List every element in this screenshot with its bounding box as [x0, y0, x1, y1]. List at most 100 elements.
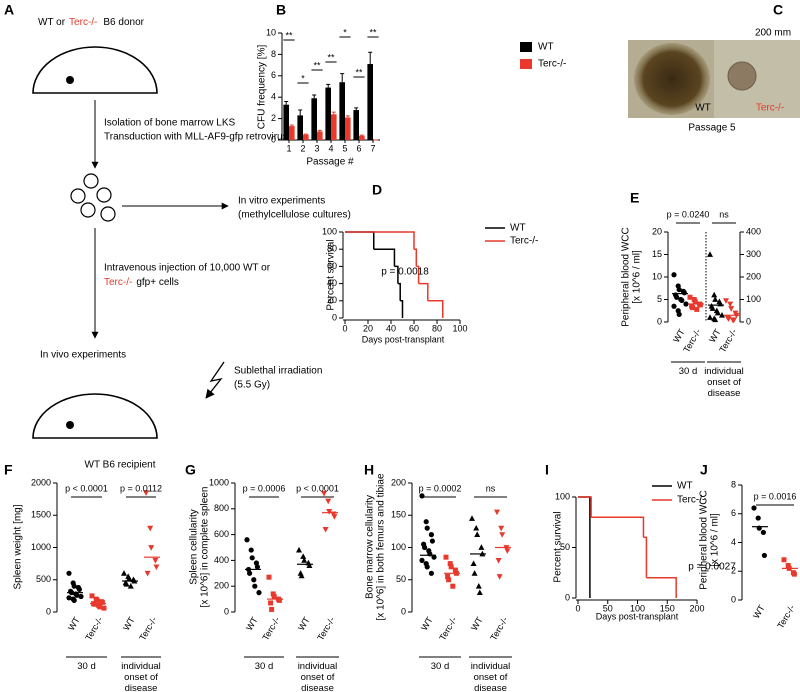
- photo-caption: Passage 5: [688, 123, 736, 134]
- comparison-label: p = 0.0016: [754, 491, 797, 501]
- survival-step: [397, 282, 401, 301]
- data-point: [445, 574, 451, 580]
- y-tick-label: 8: [731, 479, 736, 489]
- data-point: [496, 574, 503, 580]
- x-tick-label: WT: [469, 615, 485, 633]
- x-tick-label: WT: [751, 603, 767, 621]
- x-tick-label: WT: [296, 615, 312, 633]
- data-point: [471, 570, 478, 576]
- donor-mouse: [32, 46, 158, 94]
- comparison-label: p < 0.0001: [296, 483, 339, 493]
- significance-label: **: [313, 60, 321, 70]
- significance-label: *: [343, 27, 347, 37]
- x-tick-label: 50: [603, 603, 613, 613]
- error-bar: [359, 134, 364, 136]
- data-point: [707, 314, 713, 320]
- survival-step: [400, 300, 404, 318]
- y-axis-label: [x 10^6] in complete spleen: [200, 487, 211, 608]
- data-point: [474, 531, 481, 537]
- step-text: In vitro experiments: [238, 196, 325, 207]
- x-tick-label: 7: [370, 143, 375, 153]
- x-tick-label: 0: [575, 603, 580, 613]
- error-bar: [354, 107, 359, 111]
- x-tick-label: Terc-/-: [775, 603, 796, 630]
- bar: [303, 134, 309, 140]
- legend-label: Terc-/-: [510, 236, 538, 247]
- data-point: [450, 583, 456, 589]
- recipient-label: WT B6 recipient: [85, 460, 156, 471]
- y-tick-label: 1000: [209, 477, 229, 487]
- y-axis-label: [x 10^6 / ml]: [710, 513, 721, 567]
- bar: [283, 104, 289, 140]
- group-label: 30 d: [77, 661, 96, 672]
- y-axis-label: Bone marrow cellularity: [365, 495, 376, 599]
- bar: [289, 126, 295, 140]
- survival-step: [427, 300, 444, 318]
- survival-step: [578, 496, 592, 518]
- survival-step: [414, 248, 418, 267]
- group-label: individual onset of disease: [704, 366, 744, 399]
- data-point: [495, 558, 502, 564]
- scale-label: 200 mm: [755, 28, 791, 39]
- y-tick-label: 4: [731, 537, 736, 547]
- data-point: [424, 525, 430, 531]
- x-tick-label: 100: [630, 603, 645, 613]
- survival-step: [646, 577, 677, 598]
- data-point: [448, 564, 454, 570]
- panel-letter: G: [185, 462, 196, 478]
- data-point: [498, 525, 505, 532]
- step-text: Isolation of bone marrow LKS: [104, 118, 236, 129]
- y-axis-label: [x 10^6] in both femurs and tibiae: [376, 473, 387, 620]
- group-label: 30 d: [254, 661, 274, 672]
- bar: [325, 87, 331, 140]
- data-point: [475, 583, 482, 589]
- bar: [339, 82, 345, 140]
- y-tick-label: 2: [271, 113, 276, 123]
- data-point: [755, 515, 761, 521]
- data-point: [269, 606, 275, 612]
- data-point: [268, 600, 274, 606]
- y-tick-label: 0: [224, 606, 229, 616]
- data-point: [469, 515, 475, 521]
- x-tick-label: WT: [244, 615, 260, 633]
- data-point: [300, 553, 307, 559]
- data-point: [254, 564, 260, 570]
- significance-label: *: [301, 73, 305, 83]
- donor-text: B6 donor: [103, 17, 144, 28]
- x-tick-label: Terc-/-: [260, 615, 281, 642]
- data-point: [709, 305, 716, 311]
- significance-label: **: [355, 67, 363, 77]
- data-point: [306, 562, 313, 568]
- data-point: [249, 555, 255, 561]
- data-point: [123, 581, 130, 587]
- x-tick-label: 3: [314, 143, 319, 153]
- group-label: individual onset of disease: [470, 661, 511, 692]
- y-tick-label: 200: [746, 271, 761, 281]
- y-tick-label: 1500: [31, 510, 51, 520]
- legend-label: WT: [538, 42, 554, 53]
- step-text: Intravenous injection of 10,000 WT or: [104, 263, 271, 274]
- y-tick-label: 300: [746, 249, 761, 259]
- y-axis-label: Peripheral blood WCC: [699, 490, 710, 590]
- group-label: individual onset of disease: [297, 661, 338, 692]
- data-point: [271, 594, 277, 600]
- error-bar: [312, 94, 317, 99]
- y-tick-label: 200: [391, 477, 406, 487]
- data-point: [692, 299, 698, 305]
- survival-step: [345, 231, 415, 250]
- data-point: [494, 509, 500, 516]
- data-point: [419, 493, 425, 499]
- data-point: [101, 605, 107, 611]
- x-tick-label: Terc-/-: [83, 615, 104, 642]
- y-tick-label: 100: [746, 294, 761, 304]
- step-text: Transduction with MLL-AF9-gfp retrovirus: [104, 132, 288, 143]
- panel-letter: D: [372, 182, 382, 198]
- significance-label: **: [327, 52, 335, 62]
- legend-swatch: [520, 59, 532, 69]
- y-axis-label: Spleen cellularity: [189, 509, 200, 585]
- photo-label: Terc-/-: [756, 103, 784, 114]
- data-point: [148, 545, 155, 551]
- donor-label: WT or Terc-/- B6 donor: [38, 17, 145, 28]
- y-tick-label: 40: [327, 278, 337, 288]
